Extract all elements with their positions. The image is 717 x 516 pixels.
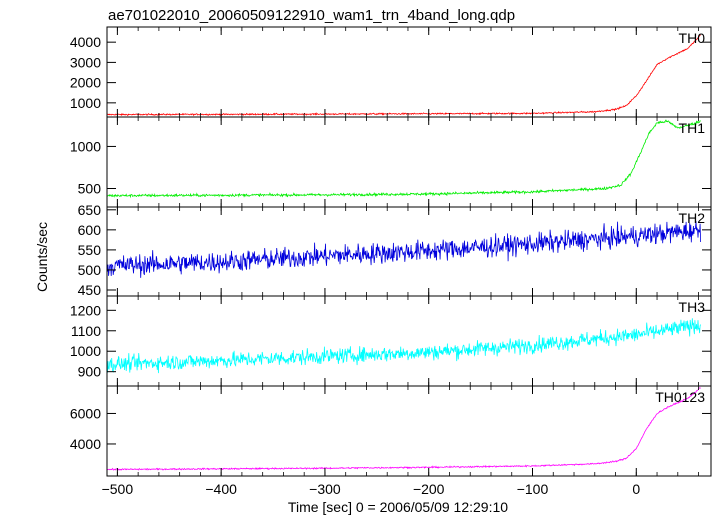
y-tick-label: 1000 (70, 95, 101, 111)
y-tick-label: 600 (78, 222, 102, 238)
y-tick-label: 3000 (70, 54, 101, 70)
y-tick-label: 650 (78, 202, 102, 218)
panel-frame (106, 295, 712, 387)
series-label-th2: TH2 (679, 210, 706, 226)
series-label-th0123: TH0123 (655, 389, 705, 405)
y-tick-label: 500 (78, 262, 102, 278)
panel-th0: 1000 2000 3000 4000 TH0 (70, 26, 712, 118)
panel-th0123: 4000 6000 TH0123 (70, 385, 712, 477)
panel-th2: 450 500 550 600 650 TH2 (78, 202, 712, 298)
y-tick-label: 6000 (70, 405, 101, 421)
series-line-th0123 (106, 387, 701, 471)
y-tick-label: 1000 (70, 343, 101, 359)
y-tick-label: 550 (78, 242, 102, 258)
series-label-th0: TH0 (679, 30, 706, 46)
x-tick-label: −300 (309, 481, 341, 497)
panel-th3: 900 1000 1100 1200 TH3 (70, 295, 712, 387)
series-label-th1: TH1 (679, 120, 706, 136)
y-tick-label: 2000 (70, 75, 101, 91)
y-tick-label: 4000 (70, 34, 101, 50)
panel-frame (106, 26, 712, 118)
y-tick-label: 450 (78, 282, 102, 298)
series-line-th2 (106, 221, 701, 278)
series-line-th3 (106, 318, 701, 374)
series-line-th1 (106, 119, 701, 199)
y-tick-label: 1000 (70, 138, 101, 154)
panel-frame (106, 116, 712, 208)
y-tick-label: 900 (78, 364, 102, 380)
y-tick-label: 4000 (70, 436, 101, 452)
y-tick-label: 1100 (71, 323, 101, 339)
x-tick-label: −200 (413, 481, 445, 497)
series-line-th0 (106, 34, 701, 117)
series-label-th3: TH3 (679, 299, 706, 315)
y-axis-label: Counts/sec (34, 222, 50, 292)
x-axis-label: Time [sec] 0 = 2006/05/09 12:29:10 (288, 499, 508, 515)
y-tick-label: 500 (78, 180, 102, 196)
y-tick-label: 1200 (70, 302, 101, 318)
panel-th1: 500 1000 TH1 (70, 116, 712, 208)
chart-title: ae701022010_20060509122910_wam1_trn_4ban… (108, 7, 515, 24)
x-tick-label: 0 (632, 481, 640, 497)
x-tick-label: −500 (102, 481, 134, 497)
panel-frame (106, 385, 712, 477)
x-tick-label: −400 (205, 481, 237, 497)
x-tick-label: −100 (517, 481, 549, 497)
